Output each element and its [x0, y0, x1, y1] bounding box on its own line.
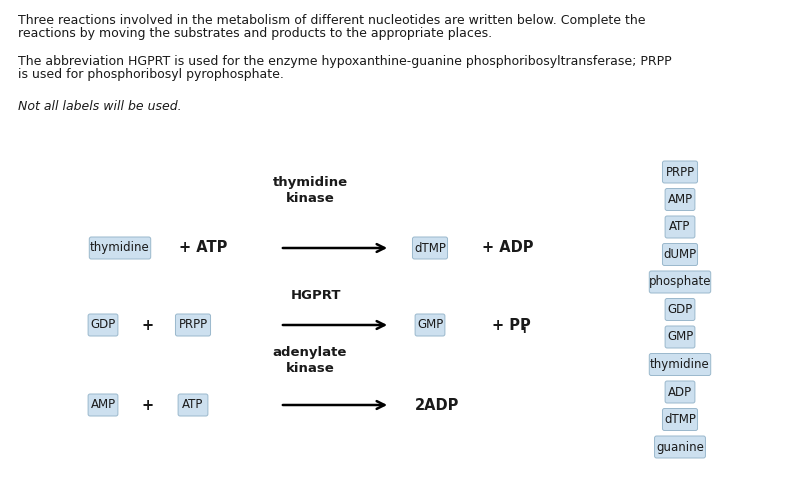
- FancyBboxPatch shape: [654, 436, 706, 458]
- Text: GMP: GMP: [667, 330, 693, 344]
- Text: +: +: [142, 317, 154, 332]
- FancyBboxPatch shape: [662, 244, 698, 266]
- Text: thymidine: thymidine: [90, 242, 150, 254]
- Text: The abbreviation HGPRT is used for the enzyme hypoxanthine-guanine phosphoribosy: The abbreviation HGPRT is used for the e…: [18, 55, 672, 68]
- Text: +: +: [142, 397, 154, 413]
- Text: ATP: ATP: [182, 398, 204, 412]
- Text: PRPP: PRPP: [666, 166, 694, 178]
- FancyBboxPatch shape: [650, 353, 710, 376]
- Text: GDP: GDP: [667, 303, 693, 316]
- Text: dTMP: dTMP: [664, 413, 696, 426]
- Text: dTMP: dTMP: [414, 242, 446, 254]
- Text: guanine: guanine: [656, 441, 704, 454]
- Text: HGPRT: HGPRT: [290, 289, 342, 302]
- FancyBboxPatch shape: [415, 314, 445, 336]
- Text: adenylate
kinase: adenylate kinase: [273, 346, 347, 375]
- FancyBboxPatch shape: [665, 326, 695, 348]
- Text: AMP: AMP: [90, 398, 115, 412]
- Text: dUMP: dUMP: [663, 248, 697, 261]
- Text: is used for phosphoribosyl pyrophosphate.: is used for phosphoribosyl pyrophosphate…: [18, 68, 284, 81]
- Text: + ATP: + ATP: [179, 241, 227, 255]
- FancyBboxPatch shape: [178, 394, 208, 416]
- FancyBboxPatch shape: [90, 237, 150, 259]
- Text: + PP: + PP: [492, 317, 530, 332]
- Text: + ADP: + ADP: [482, 241, 534, 255]
- Text: GDP: GDP: [90, 318, 116, 331]
- Text: Three reactions involved in the metabolism of different nucleotides are written : Three reactions involved in the metaboli…: [18, 14, 646, 27]
- FancyBboxPatch shape: [175, 314, 210, 336]
- FancyBboxPatch shape: [665, 188, 695, 211]
- FancyBboxPatch shape: [665, 298, 695, 320]
- Text: 2ADP: 2ADP: [415, 397, 459, 413]
- Text: Not all labels will be used.: Not all labels will be used.: [18, 100, 182, 113]
- FancyBboxPatch shape: [88, 394, 118, 416]
- Text: ATP: ATP: [670, 220, 690, 234]
- FancyBboxPatch shape: [88, 314, 118, 336]
- FancyBboxPatch shape: [662, 161, 698, 183]
- FancyBboxPatch shape: [665, 216, 695, 238]
- Text: GMP: GMP: [417, 318, 443, 331]
- Text: AMP: AMP: [667, 193, 693, 206]
- FancyBboxPatch shape: [650, 271, 710, 293]
- Text: i: i: [522, 325, 526, 335]
- FancyBboxPatch shape: [413, 237, 447, 259]
- Text: phosphate: phosphate: [649, 276, 711, 288]
- FancyBboxPatch shape: [662, 409, 698, 430]
- Text: thymidine: thymidine: [650, 358, 710, 371]
- Text: reactions by moving the substrates and products to the appropriate places.: reactions by moving the substrates and p…: [18, 27, 492, 40]
- FancyBboxPatch shape: [665, 381, 695, 403]
- Text: PRPP: PRPP: [178, 318, 207, 331]
- Text: thymidine
kinase: thymidine kinase: [273, 176, 347, 205]
- Text: ADP: ADP: [668, 386, 692, 398]
